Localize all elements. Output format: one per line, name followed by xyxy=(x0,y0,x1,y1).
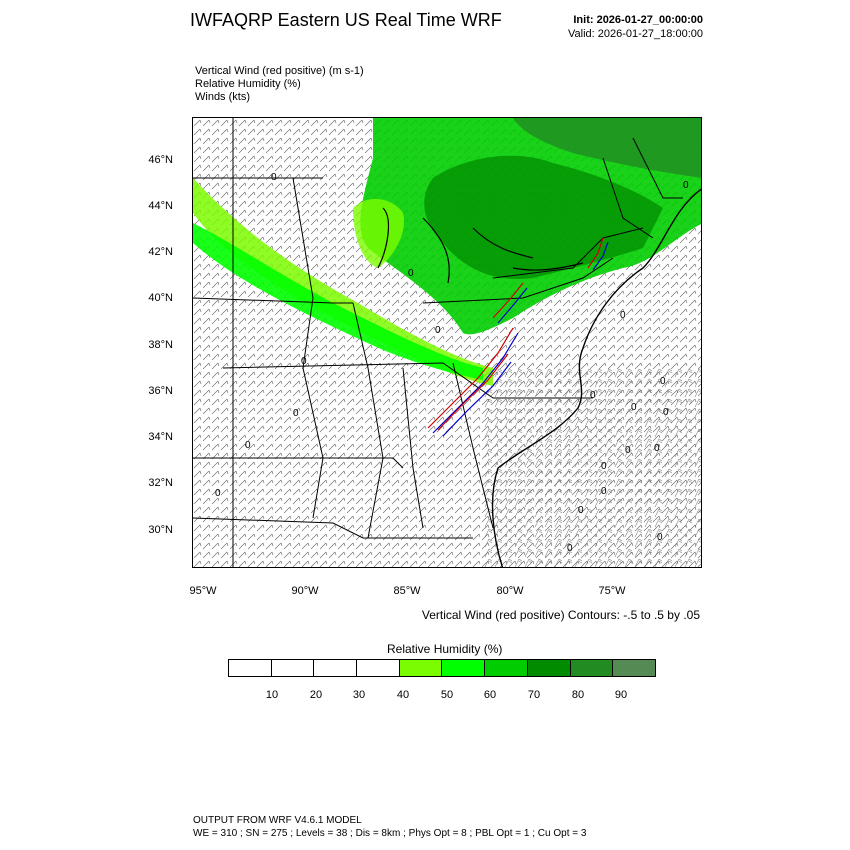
lon-label: 85°W xyxy=(393,585,421,597)
lat-label: 42°N xyxy=(148,246,173,258)
colorbar-label: 30 xyxy=(352,689,366,701)
rh-region-wisconsin xyxy=(353,198,404,268)
great-lakes-outline xyxy=(377,207,584,284)
lon-label: 90°W xyxy=(291,585,319,597)
colorbar-title: Relative Humidity (%) xyxy=(387,642,503,656)
contour-label: 0 xyxy=(567,543,573,554)
lon-label: 75°W xyxy=(598,585,626,597)
contour-note: Vertical Wind (red positive) Contours: -… xyxy=(421,608,700,622)
contour-label: 0 xyxy=(435,325,441,336)
colorbar-swatch xyxy=(612,659,656,677)
colorbar-swatch xyxy=(228,659,272,677)
lat-label: 32°N xyxy=(148,477,173,489)
colorbar-label: 70 xyxy=(527,689,541,701)
lat-label: 36°N xyxy=(148,385,173,397)
colorbar-label: 10 xyxy=(265,689,279,701)
contour-label: 0 xyxy=(601,486,607,497)
contour-label: 0 xyxy=(601,461,607,472)
contour-label: 0 xyxy=(620,310,626,321)
contour-label: 0 xyxy=(631,402,637,413)
colorbar-label: 20 xyxy=(309,689,323,701)
footer-model: OUTPUT FROM WRF V4.6.1 MODEL xyxy=(193,815,362,826)
field-label-relative-humidity: Relative Humidity (%) xyxy=(195,78,301,90)
lon-label: 95°W xyxy=(189,585,217,597)
valid-time: Valid: 2026-01-27_18:00:00 xyxy=(568,28,703,40)
init-time: Init: 2026-01-27_00:00:00 xyxy=(573,14,703,26)
contour-label: 0 xyxy=(293,408,299,419)
colorbar-swatch xyxy=(484,659,528,677)
rh-band-southwest-inner xyxy=(193,223,483,380)
colorbar-swatch xyxy=(526,659,571,677)
political-boundaries xyxy=(193,118,683,567)
contour-label: 0 xyxy=(625,445,631,456)
contour-zero-labels: 0 0 0 0 0 0 0 0 0 0 0 0 0 0 0 0 0 0 0 0 xyxy=(215,172,689,554)
lat-label: 40°N xyxy=(148,292,173,304)
contour-label: 0 xyxy=(271,172,277,183)
contour-label: 0 xyxy=(590,390,596,401)
colorbar xyxy=(228,659,656,677)
colorbar-swatch xyxy=(313,659,358,677)
map-svg: 0 0 0 0 0 0 0 0 0 0 0 0 0 0 0 0 0 0 0 0 xyxy=(193,118,701,567)
contour-label: 0 xyxy=(654,443,660,454)
colorbar-label: 90 xyxy=(614,689,628,701)
colorbar-label: 80 xyxy=(571,689,585,701)
colorbar-label: 50 xyxy=(440,689,454,701)
colorbar-label: 60 xyxy=(483,689,497,701)
colorbar-swatch xyxy=(270,659,315,677)
field-label-vertical-wind: Vertical Wind (red positive) (m s-1) xyxy=(195,65,364,77)
weather-map: 0 0 0 0 0 0 0 0 0 0 0 0 0 0 0 0 0 0 0 0 xyxy=(192,117,702,568)
footer-config: WE = 310 ; SN = 275 ; Levels = 38 ; Dis … xyxy=(193,828,587,839)
lat-label: 44°N xyxy=(148,200,173,212)
contour-label: 0 xyxy=(408,268,414,279)
contour-label: 0 xyxy=(245,440,251,451)
rh-region-north-edge xyxy=(513,118,701,178)
map-title: IWFAQRP Eastern US Real Time WRF xyxy=(190,10,502,30)
contour-label: 0 xyxy=(657,532,663,543)
colorbar-label: 40 xyxy=(396,689,410,701)
ocean-barb-field xyxy=(483,368,701,567)
lat-label: 38°N xyxy=(148,339,173,351)
colorbar-swatch xyxy=(569,659,614,677)
colorbar-swatch xyxy=(398,659,443,677)
coastline xyxy=(491,188,701,567)
rh-region-great-lakes xyxy=(424,155,663,279)
colorbar-swatch xyxy=(356,659,400,677)
contour-label: 0 xyxy=(301,356,307,367)
lat-label: 30°N xyxy=(148,524,173,536)
contour-label: 0 xyxy=(578,505,584,516)
lon-label: 80°W xyxy=(496,585,524,597)
contour-label: 0 xyxy=(215,488,221,499)
lat-label: 46°N xyxy=(148,154,173,166)
lat-label: 34°N xyxy=(148,431,173,443)
colorbar-swatch xyxy=(441,659,486,677)
contour-label: 0 xyxy=(660,376,666,387)
contour-label: 0 xyxy=(683,180,689,191)
contour-label: 0 xyxy=(663,407,669,418)
field-label-winds: Winds (kts) xyxy=(195,91,250,103)
vertical-wind-contours xyxy=(427,237,609,437)
